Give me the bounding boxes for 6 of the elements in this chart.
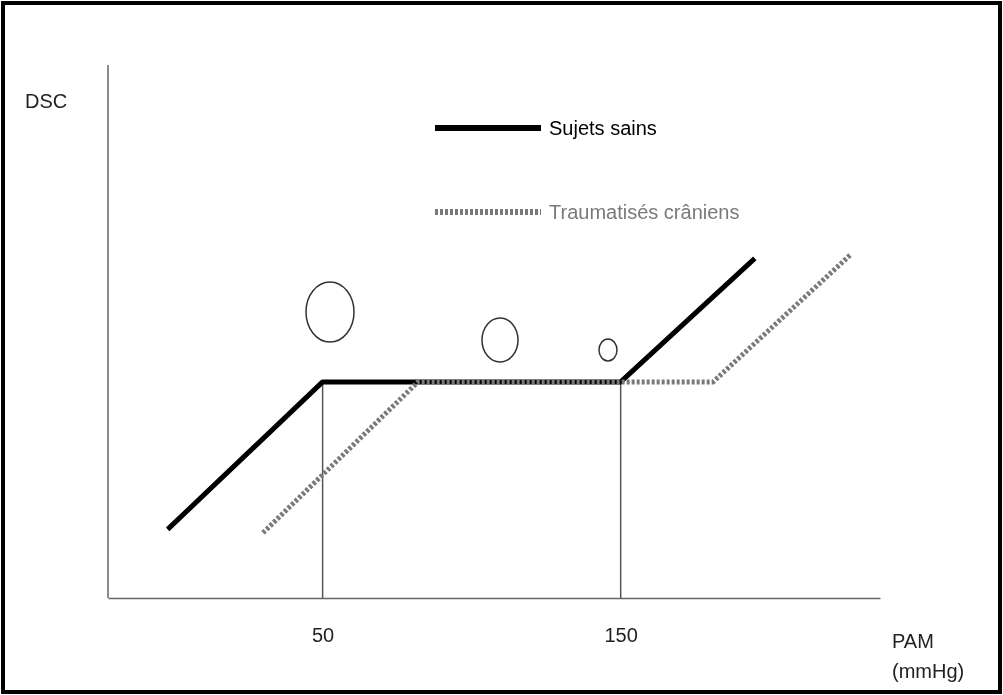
text: DSC <box>25 90 68 112</box>
x-axis-title: PAM (mmHg) <box>892 630 965 682</box>
x-tick-label: 50 <box>311 624 335 647</box>
text: Sujets sains <box>549 117 657 139</box>
text: Traumatisés crâniens <box>549 201 740 223</box>
x-tick-label: 150 <box>604 624 638 647</box>
